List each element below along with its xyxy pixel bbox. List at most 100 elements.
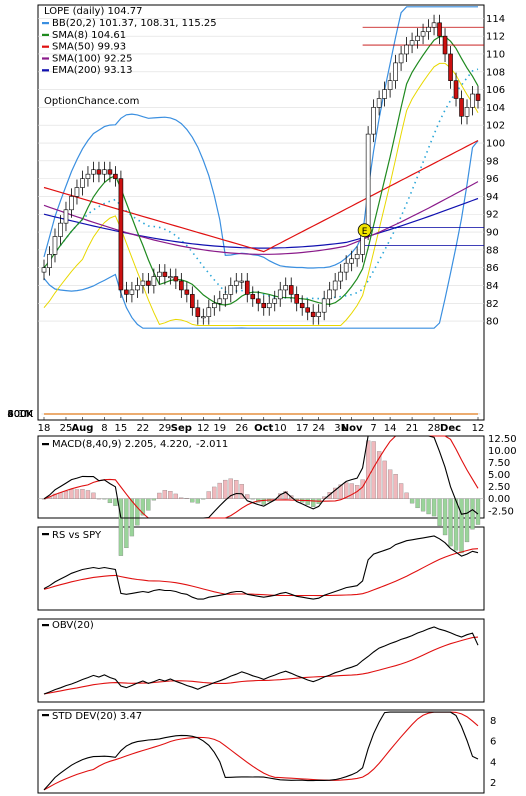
candle-body [244, 280, 250, 295]
macd-y-tick-label: 7.50 [488, 458, 510, 469]
candle-body [332, 280, 338, 291]
candle-body [277, 289, 283, 300]
panel-frame-obv [37, 618, 485, 703]
macd-histogram-bar [365, 440, 371, 499]
candle-body [459, 98, 464, 117]
std-label: STD DEV(20) 3.47 [52, 711, 142, 722]
x-tick-label: 25 [60, 423, 73, 434]
candle-body [354, 254, 360, 260]
candle-body [299, 302, 305, 309]
legend-entry: EMA(200) 93.13 [52, 65, 132, 76]
macd-histogram-bar [393, 474, 398, 499]
macd-histogram-bar [168, 491, 173, 499]
candle-body [398, 53, 404, 64]
x-tick-label: 21 [406, 423, 419, 434]
macd-histogram-bar [201, 498, 206, 500]
macd-label: MACD(8,40,9) 2.205, [52, 439, 157, 450]
price-y-tick-label: 94 [486, 192, 499, 203]
candle-body [41, 267, 47, 273]
candle-body [470, 93, 475, 108]
x-tick-label: Aug [71, 423, 93, 434]
panel-frame-rs [37, 526, 485, 611]
macd-histogram-bar [135, 498, 140, 526]
macd-histogram-bar [173, 493, 178, 499]
macd-y-tick-label: 10.00 [488, 446, 517, 457]
legend-entry: BB(20,2) 101.37, 108.31, 115.25 [52, 18, 217, 29]
macd-histogram-bar [129, 498, 135, 537]
rs-line [43, 535, 479, 600]
macd-histogram-bar [272, 498, 277, 500]
candle-body [173, 276, 179, 282]
obv-legend-swatch [42, 624, 49, 627]
macd-histogram-bar [96, 498, 102, 500]
price-y-tick-label: 104 [486, 103, 505, 114]
macd-histogram-bar [431, 498, 437, 517]
obv-line [43, 626, 479, 695]
price-y-tick-label: 108 [486, 67, 505, 78]
x-tick-label: 24 [312, 423, 325, 434]
macd-histogram-bar [118, 498, 124, 556]
macd-histogram-bar [333, 487, 338, 499]
candle-body [409, 40, 415, 46]
candle-body [442, 35, 448, 55]
candle-body [63, 209, 69, 224]
price-y-tick-label: 110 [486, 49, 505, 60]
candle-body [52, 236, 58, 255]
price-y-tick-label: 114 [486, 14, 505, 25]
candle-body [69, 196, 74, 211]
x-tick-label: Nov [341, 423, 363, 434]
x-tick-label: 29 [158, 423, 171, 434]
macd-histogram-bar [124, 498, 129, 549]
sma100-line [43, 181, 479, 255]
candle-body [168, 276, 173, 279]
candle-body [349, 258, 354, 264]
macd-histogram-bar [63, 490, 69, 499]
macd-y-tick-label: -2.50 [488, 506, 514, 517]
price-title: LOPE (daily) 104.77 [44, 6, 143, 17]
price-y-tick-label: 98 [486, 156, 499, 167]
candle-body [393, 62, 398, 81]
legend-entry: SMA(50) 99.93 [52, 42, 126, 53]
candle-body [272, 298, 278, 304]
x-tick-label: 22 [137, 423, 150, 434]
earnings-marker [357, 223, 372, 238]
macd-histogram-bar [415, 498, 420, 509]
volume-y-tick-label: 1M [18, 409, 33, 420]
x-tick-label: 7 [370, 423, 376, 434]
macd-value-2: 4.220, [160, 439, 192, 450]
legend-entry: SMA(8) 104.61 [52, 30, 126, 41]
candle-body [310, 311, 316, 317]
price-y-tick-label: 84 [486, 281, 499, 292]
macd-histogram-bar [250, 498, 255, 500]
candle-body [107, 169, 113, 175]
candle-body [288, 285, 294, 295]
std-y-tick-label: 4 [490, 757, 496, 768]
candle-body [129, 289, 135, 295]
price-y-tick-label: 112 [486, 32, 505, 43]
macd-histogram-bar [327, 492, 332, 499]
candle-body [135, 285, 140, 291]
candle-body [261, 302, 267, 309]
volume-y-tick-label: 200K [7, 409, 33, 420]
x-tick-label: 10 [274, 423, 287, 434]
std-line [43, 711, 479, 791]
candle-body [294, 294, 300, 304]
candle-body [58, 222, 63, 237]
macd-histogram-bar [102, 498, 107, 500]
macd-histogram-bar [113, 498, 118, 506]
candle-body [233, 280, 239, 286]
macd-histogram-bar [217, 482, 222, 499]
x-tick-label: 14 [384, 423, 397, 434]
macd-histogram-bar [426, 498, 431, 515]
macd-histogram-bar [453, 498, 459, 551]
macd-histogram-bar [305, 498, 310, 505]
x-tick-label: Sep [171, 423, 192, 434]
macd-histogram-bar [85, 490, 91, 499]
macd-histogram-bar [420, 498, 426, 512]
macd-histogram-bar [448, 498, 453, 547]
macd-histogram-bar [376, 451, 382, 499]
candle-body [179, 280, 184, 291]
x-tick-label: 8 [101, 423, 107, 434]
macd-histogram-bar [382, 460, 387, 499]
